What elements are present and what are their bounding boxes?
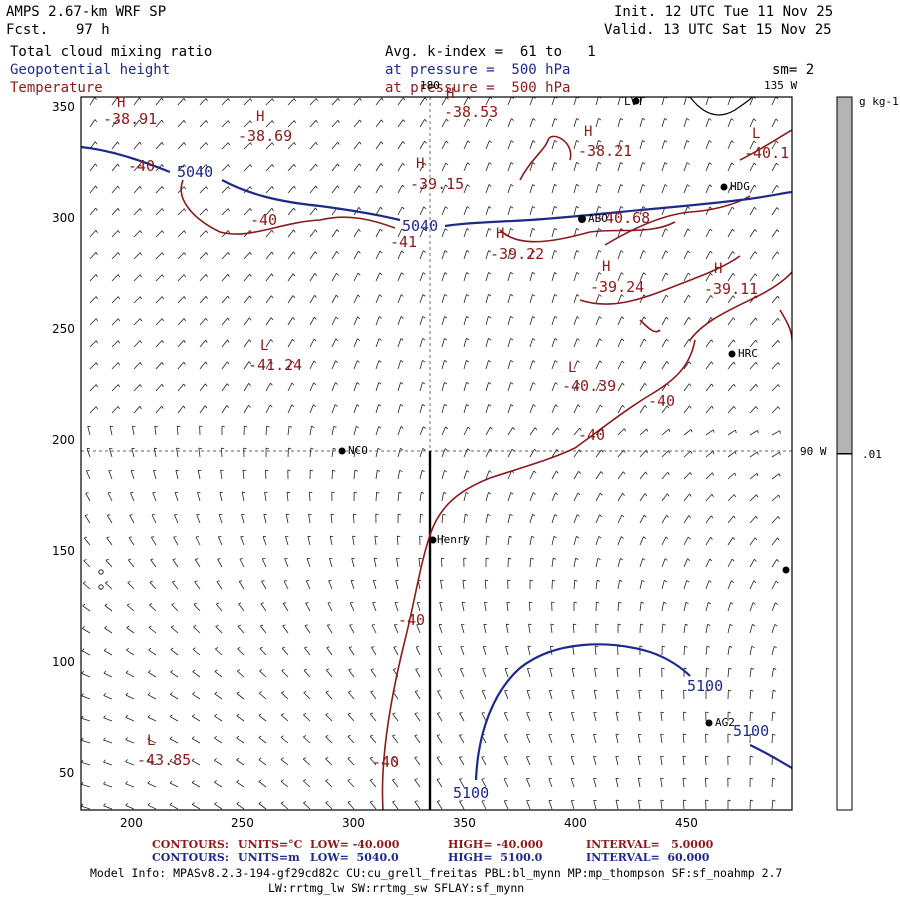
extremum-value: -39.24 <box>590 278 645 296</box>
temperature-contours <box>180 129 792 810</box>
plot-frame <box>80 96 793 811</box>
height-label: 5100 <box>733 722 770 740</box>
extremum-value: -38.69 <box>238 127 293 145</box>
height-label: 5040 <box>177 163 214 181</box>
footer-temp-low: LOW= -40.000 <box>310 838 400 851</box>
extremum-value: -41.24 <box>248 356 303 374</box>
extremum-letter: H <box>446 86 455 102</box>
coastline <box>689 97 753 116</box>
temp-label: -40 <box>128 157 156 175</box>
footer-temp-high: HIGH= -40.000 <box>448 838 544 851</box>
temp-label: -40 <box>648 392 676 410</box>
station-label: AG2 <box>715 716 735 729</box>
lon-label-135w: 135 W <box>764 79 798 92</box>
extremum-value: -38.53 <box>444 103 499 121</box>
y-tick: 250 <box>52 322 75 336</box>
model-title: AMPS 2.67-km WRF SP <box>6 4 167 20</box>
x-tick: 200 <box>120 816 143 830</box>
extremum-value: -40.39 <box>562 377 617 395</box>
colorbar-value: .01 <box>862 448 882 461</box>
station-label: Henry <box>437 533 471 546</box>
y-tick: 300 <box>52 211 75 225</box>
lon-label-180: 180 <box>420 79 440 92</box>
marker-ring <box>98 569 104 575</box>
extremum-value: -39.11 <box>704 280 759 298</box>
footer-height-interval: INTERVAL= 60.000 <box>586 851 710 864</box>
pressure-level-temp: at pressure = 500 hPa <box>385 80 571 96</box>
field-cloud-label: Total cloud mixing ratio <box>10 44 213 60</box>
extremum-letter: H <box>117 95 126 111</box>
model-info-line-1: Model Info: MPASv8.2.3-194-gf29cd82c CU:… <box>90 866 783 880</box>
extremum-letter: L <box>568 360 577 376</box>
footer-temp-label: CONTOURS: <box>152 838 229 851</box>
extremum-value: -38.91 <box>103 110 158 128</box>
model-info-line-2: LW:rrtmg_lw SW:rrtmg_sw SFLAY:sf_mynn <box>268 881 525 895</box>
y-tick: 50 <box>59 766 75 780</box>
extremum-letter: H <box>714 261 723 277</box>
pressure-level-height: at pressure = 500 hPa <box>385 62 571 78</box>
marker-ring <box>98 584 104 590</box>
forecast-hour: 97 h <box>76 22 110 38</box>
extremum-letter: L <box>260 338 269 354</box>
footer-temp-interval: INTERVAL= 5.0000 <box>586 838 714 851</box>
extremum-letter: L <box>147 733 156 749</box>
station-markers <box>338 97 790 727</box>
footer-height-units: UNITS=m <box>238 851 300 864</box>
k-index-range: Avg. k-index = 61 to 1 <box>385 44 596 60</box>
station-label: ABO <box>588 212 608 225</box>
extremum-value: -38.21 <box>578 142 633 160</box>
footer-temp-units: UNITS=°C <box>238 838 303 851</box>
extremum-value: -40.68 <box>596 209 651 227</box>
x-tick: 250 <box>231 816 254 830</box>
y-tick: 150 <box>52 544 75 558</box>
temp-label: -40 <box>578 426 606 444</box>
init-time: Init. 12 UTC Tue 11 Nov 25 <box>614 4 834 20</box>
smoothing-label: sm= 2 <box>772 62 815 78</box>
extremum-value: -40.1 <box>744 144 790 162</box>
x-tick: 300 <box>342 816 365 830</box>
extremum-letter: L <box>752 126 761 142</box>
station-label: LVT <box>624 95 644 108</box>
footer-height-high: HIGH= 5100.0 <box>448 851 543 864</box>
footer-height-label: CONTOURS: <box>152 851 229 864</box>
wind-barbs <box>81 97 781 810</box>
field-geopotential-label: Geopotential height <box>10 62 171 78</box>
height-contours <box>81 145 792 781</box>
field-temperature-label: Temperature <box>10 80 103 96</box>
extremum-value: -41 <box>390 233 418 251</box>
extremum-letter: H <box>256 109 265 125</box>
extremum-value: -43.85 <box>137 751 192 769</box>
station-label: NCO <box>348 444 368 457</box>
forecast-label: Fcst. <box>6 22 49 38</box>
x-tick: 400 <box>564 816 587 830</box>
extremum-letter: H <box>496 226 505 242</box>
extremum-letter: H <box>602 259 611 275</box>
y-tick: 100 <box>52 655 75 669</box>
station-label: HRC <box>738 347 758 360</box>
temp-label: -40 <box>398 611 426 629</box>
x-tick: 450 <box>675 816 698 830</box>
height-label: 5100 <box>687 677 724 695</box>
height-label: 5100 <box>453 784 490 802</box>
extremum-value: -39.22 <box>490 245 545 263</box>
temp-label: -40 <box>372 753 400 771</box>
station-label: HDG <box>730 180 750 193</box>
height-label: 5040 <box>402 217 439 235</box>
colorbar-unit: g kg-1 <box>859 95 899 108</box>
extremum-value: -39.15 <box>410 175 465 193</box>
y-tick: 350 <box>52 100 75 114</box>
extremum-letter: H <box>416 156 425 172</box>
x-tick: 350 <box>453 816 476 830</box>
temp-label: -40 <box>250 211 278 229</box>
valid-time: Valid. 13 UTC Sat 15 Nov 25 <box>604 22 832 38</box>
footer-height-low: LOW= 5040.0 <box>310 851 399 864</box>
extremum-letter: H <box>584 124 593 140</box>
lon-label-90w: 90 W <box>800 445 827 458</box>
y-tick: 200 <box>52 433 75 447</box>
colorbar-fill <box>836 96 853 454</box>
